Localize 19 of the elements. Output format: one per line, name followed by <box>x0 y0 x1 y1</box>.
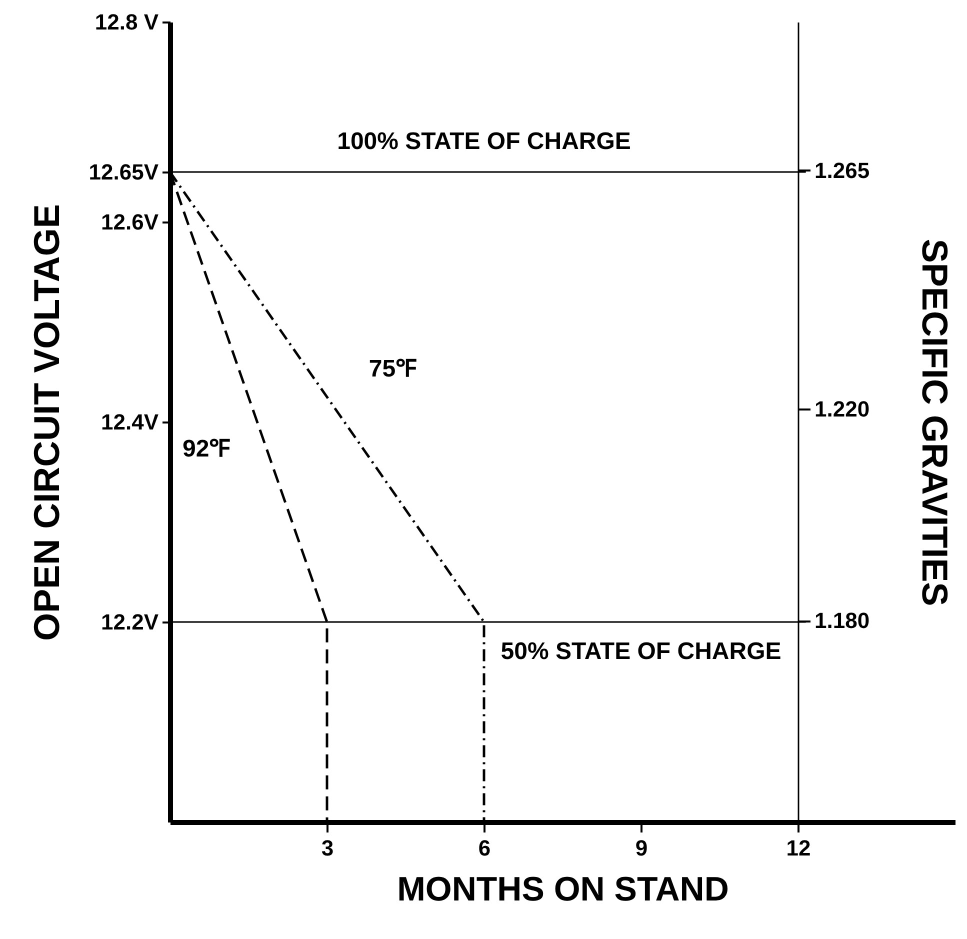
x-tick-label: 3 <box>321 836 334 860</box>
x-tick-label: 6 <box>478 836 491 860</box>
y-tick-label: 12.2V <box>101 610 159 634</box>
x-axis-title: MONTHS ON STAND <box>397 870 729 908</box>
y-axis-title: OPEN CIRCUIT VOLTAGE <box>26 204 67 641</box>
y2-axis-title: SPECIFIC GRAVITIES <box>914 238 956 606</box>
y-tick-label: 12.6V <box>101 210 159 234</box>
y2-tick-label: 1.265 <box>814 158 870 183</box>
y2-tick-label: 1.180 <box>814 608 870 634</box>
x-tick-label: 9 <box>635 836 648 860</box>
series-label: 92℉ <box>182 436 230 462</box>
y-tick-label: 12.65V <box>88 160 159 184</box>
x-tick-label: 12 <box>786 836 811 860</box>
y2-tick-label: 1.220 <box>814 396 870 422</box>
y-tick-label: 12.4V <box>101 410 159 434</box>
ref-line-label: 50% STATE OF CHARGE <box>500 638 782 665</box>
ref-line-label: 100% STATE OF CHARGE <box>337 128 631 155</box>
y-tick-label: 12.8 V <box>94 10 159 34</box>
series-label: 75℉ <box>368 356 417 382</box>
